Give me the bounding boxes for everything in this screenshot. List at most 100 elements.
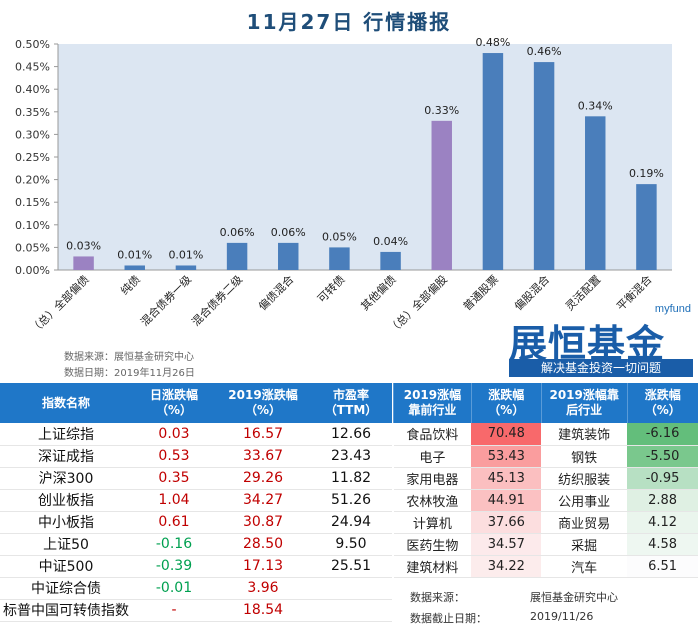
index-table: 指数名称 日涨跌幅（%） 2019涨跌幅（%） 市盈率（TTM） 上证综指 0.0… bbox=[0, 383, 392, 622]
industry-row: 医药生物 34.57 采掘 4.58 bbox=[393, 533, 698, 556]
y-tick-label: 0.00% bbox=[15, 264, 50, 277]
bar bbox=[226, 242, 248, 270]
index-pe-cell: 11.82 bbox=[310, 467, 392, 490]
top-industry-cell: 计算机 bbox=[393, 511, 472, 534]
bar bbox=[533, 62, 555, 270]
index-ytd-change-cell: 16.57 bbox=[216, 423, 310, 446]
data-label: 0.34% bbox=[578, 99, 613, 112]
industry-row: 农林牧渔 44.91 公用事业 2.88 bbox=[393, 489, 698, 512]
x-tick-label: 其他偏债 bbox=[358, 272, 399, 313]
table-date-label: 数据截止日期： bbox=[410, 612, 487, 625]
data-label: 0.46% bbox=[527, 45, 562, 58]
col-header-top-industry: 2019涨幅靠前行业 bbox=[393, 383, 472, 423]
bottom-industry-cell: 采掘 bbox=[541, 533, 628, 556]
y-tick-label: 0.50% bbox=[15, 38, 50, 51]
index-day-change-cell: -0.01 bbox=[132, 577, 216, 600]
bottom-industry-cell: 汽车 bbox=[541, 555, 628, 578]
index-pe-cell: 24.94 bbox=[310, 511, 392, 534]
y-tick-label: 0.05% bbox=[15, 241, 50, 254]
x-tick-label: 普通股票 bbox=[460, 272, 501, 313]
index-row: 上证50 -0.16 28.50 9.50 bbox=[0, 533, 392, 556]
index-name-cell: 沪深300 bbox=[0, 467, 132, 490]
bar bbox=[585, 116, 606, 270]
index-name-cell: 创业板指 bbox=[0, 489, 132, 512]
top-industry-cell: 医药生物 bbox=[393, 533, 472, 556]
bar bbox=[278, 242, 299, 270]
bar bbox=[380, 251, 401, 270]
industry-row: 电子 53.43 钢铁 -5.50 bbox=[393, 445, 698, 468]
data-label: 0.03% bbox=[66, 239, 101, 252]
y-tick-label: 0.25% bbox=[15, 151, 50, 164]
index-ytd-change-cell: 28.50 bbox=[216, 533, 310, 556]
top-industry-change-cell: 34.22 bbox=[471, 555, 542, 578]
index-day-change-cell: 0.35 bbox=[132, 467, 216, 490]
index-day-change-cell: -0.39 bbox=[132, 555, 216, 578]
col-header-ytd: 2019涨跌幅（%） bbox=[216, 383, 310, 423]
y-tick-label: 0.30% bbox=[15, 128, 50, 141]
index-pe-cell: 25.51 bbox=[310, 555, 392, 578]
chart-source: 数据来源：展恒基金研究中心 bbox=[64, 352, 194, 363]
index-day-change-cell: -0.16 bbox=[132, 533, 216, 556]
index-day-change-cell: 1.04 bbox=[132, 489, 216, 512]
bottom-industry-change-cell: -5.50 bbox=[627, 445, 698, 468]
y-tick-label: 0.15% bbox=[15, 196, 50, 209]
index-name-cell: 上证50 bbox=[0, 533, 132, 556]
x-tick-label: 混合债券一级 bbox=[137, 272, 194, 329]
table-source-value: 展恒基金研究中心 bbox=[530, 591, 618, 604]
top-industry-change-cell: 70.48 bbox=[471, 423, 542, 446]
index-row: 深证成指 0.53 33.67 23.43 bbox=[0, 445, 392, 468]
index-name-cell: 中小板指 bbox=[0, 511, 132, 534]
index-pe-cell: 9.50 bbox=[310, 533, 392, 556]
y-tick-label: 0.45% bbox=[15, 61, 50, 74]
industry-row: 计算机 37.66 商业贸易 4.12 bbox=[393, 511, 698, 534]
top-industry-cell: 电子 bbox=[393, 445, 472, 468]
bottom-industry-cell: 公用事业 bbox=[541, 489, 628, 512]
data-label: 0.19% bbox=[629, 167, 664, 180]
chart-date: 数据日期：2019年11月26日 bbox=[64, 368, 195, 379]
data-label: 0.48% bbox=[475, 36, 510, 49]
col-header-top-change: 涨跌幅（%） bbox=[470, 383, 542, 423]
index-ytd-change-cell: 18.54 bbox=[216, 599, 310, 622]
x-tick-label: 纯债 bbox=[117, 272, 142, 297]
index-name-cell: 标普中国可转债指数 bbox=[0, 599, 132, 622]
top-industry-cell: 食品饮料 bbox=[393, 423, 472, 446]
index-day-change-cell: - bbox=[132, 599, 216, 622]
plot-area bbox=[58, 44, 672, 270]
index-table-header: 指数名称 日涨跌幅（%） 2019涨跌幅（%） 市盈率（TTM） bbox=[0, 383, 392, 423]
index-pe-cell bbox=[310, 577, 392, 600]
index-ytd-change-cell: 34.27 bbox=[216, 489, 310, 512]
x-tick-label: 混合债券二级 bbox=[189, 272, 246, 329]
data-label: 0.33% bbox=[424, 104, 459, 117]
industry-row: 食品饮料 70.48 建筑装饰 -6.16 bbox=[393, 423, 698, 446]
industry-row: 家用电器 45.13 纺织服装 -0.95 bbox=[393, 467, 698, 490]
index-row: 沪深300 0.35 29.26 11.82 bbox=[0, 467, 392, 490]
index-row: 中小板指 0.61 30.87 24.94 bbox=[0, 511, 392, 534]
bar-chart: 0.00% 0.05% 0.10% 0.15% 0.20% 0.25% 0.30% 0.35%… bbox=[15, 36, 672, 337]
top-industry-change-cell: 53.43 bbox=[471, 445, 542, 468]
bottom-industry-cell: 钢铁 bbox=[541, 445, 628, 468]
index-ytd-change-cell: 17.13 bbox=[216, 555, 310, 578]
index-pe-cell: 23.43 bbox=[310, 445, 392, 468]
index-ytd-change-cell: 33.67 bbox=[216, 445, 310, 468]
index-ytd-change-cell: 29.26 bbox=[216, 467, 310, 490]
index-name-cell: 中证500 bbox=[0, 555, 132, 578]
col-header-day: 日涨跌幅（%） bbox=[132, 383, 216, 423]
y-tick-label: 0.10% bbox=[15, 219, 50, 232]
index-day-change-cell: 0.53 bbox=[132, 445, 216, 468]
index-row: 上证综指 0.03 16.57 12.66 bbox=[0, 423, 392, 446]
bar bbox=[124, 265, 145, 270]
bottom-industry-change-cell: 2.88 bbox=[627, 489, 698, 512]
bar bbox=[329, 247, 350, 270]
bar bbox=[482, 53, 504, 270]
table-date-value: 2019/11/26 bbox=[530, 610, 594, 623]
x-tick-label: （总）全部偏债 bbox=[27, 272, 91, 336]
bottom-industry-change-cell: 4.12 bbox=[627, 511, 698, 534]
bar bbox=[175, 265, 197, 270]
top-industry-change-cell: 45.13 bbox=[471, 467, 542, 490]
col-header-pe: 市盈率（TTM） bbox=[310, 383, 392, 423]
bar bbox=[636, 184, 657, 270]
logo-small-text: myfund bbox=[654, 303, 691, 315]
index-row: 创业板指 1.04 34.27 51.26 bbox=[0, 489, 392, 512]
col-header-name: 指数名称 bbox=[0, 383, 132, 423]
bottom-industry-cell: 纺织服装 bbox=[541, 467, 628, 490]
